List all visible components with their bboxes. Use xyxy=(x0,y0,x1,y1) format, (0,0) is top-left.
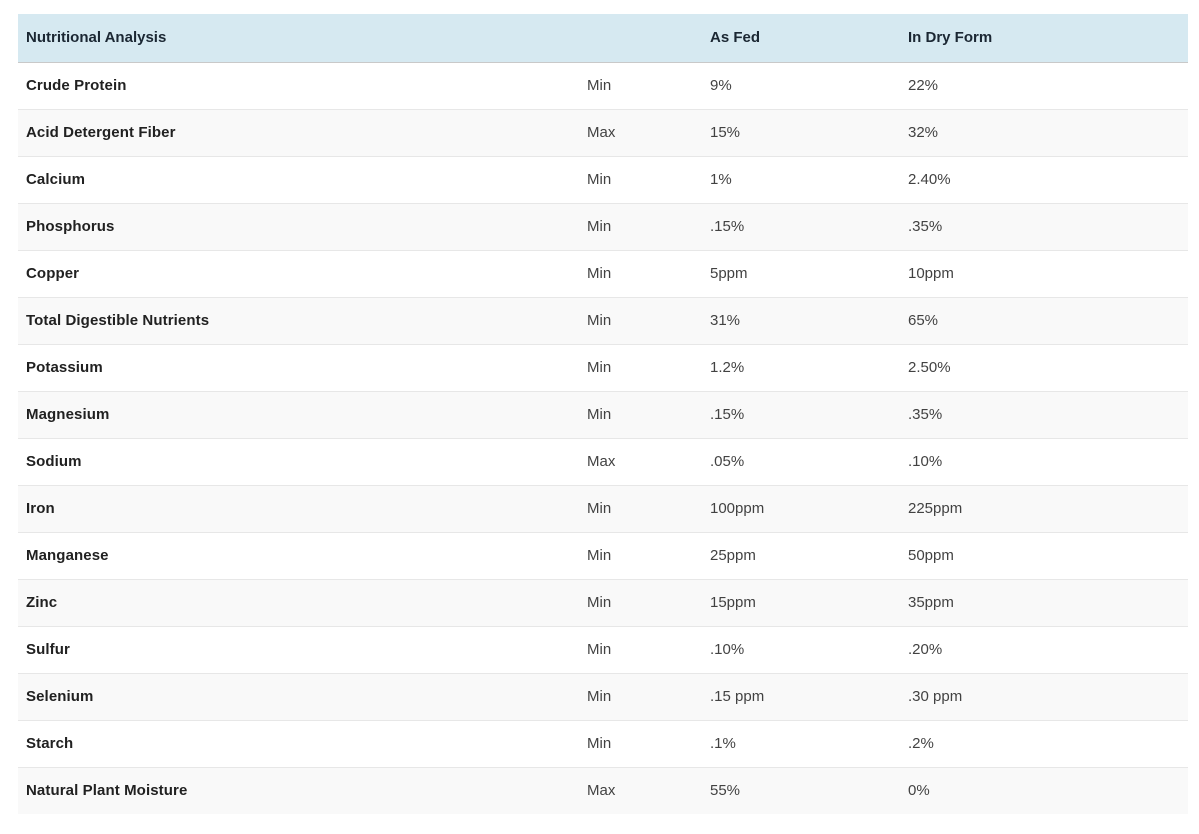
constraint-cell: Min xyxy=(587,406,612,423)
dry-form-value: .10% xyxy=(908,453,943,470)
constraint-cell: Min xyxy=(587,594,612,611)
as-fed-value: 31% xyxy=(710,312,741,329)
constraint-cell: Max xyxy=(587,782,616,800)
dry-form-value: .20% xyxy=(908,641,943,658)
table-row: Crude Protein Min 9% 22% xyxy=(18,62,1188,109)
as-fed-value: 25ppm xyxy=(710,547,756,564)
table-row: Potassium Min 1.2% 2.50% xyxy=(18,344,1188,391)
as-fed-value: .15% xyxy=(710,406,745,423)
constraint-cell: Min xyxy=(587,688,612,705)
constraint-cell: Min xyxy=(587,77,612,94)
constraint-cell: Min xyxy=(587,265,612,282)
nutrient-name: Starch xyxy=(26,735,74,752)
as-fed-value: 5ppm xyxy=(710,265,748,282)
table-row: Copper Min 5ppm 10ppm xyxy=(18,250,1188,297)
as-fed-value: 55% xyxy=(710,782,741,800)
nutrient-name: Sodium xyxy=(26,453,82,470)
constraint-cell: Min xyxy=(587,218,612,235)
as-fed-value: .15% xyxy=(710,218,745,235)
as-fed-value: .10% xyxy=(710,641,745,658)
nutrient-name: Natural Plant Moisture xyxy=(26,782,188,800)
nutrient-name: Zinc xyxy=(26,594,58,611)
nutrient-name: Crude Protein xyxy=(26,77,127,94)
nutrient-name: Magnesium xyxy=(26,406,110,423)
table-row: Sulfur Min .10% .20% xyxy=(18,626,1188,673)
nutrition-table: Nutritional Analysis As Fed In Dry Form … xyxy=(18,14,1188,814)
as-fed-value: .1% xyxy=(710,735,736,752)
table-row: Total Digestible Nutrients Min 31% 65% xyxy=(18,297,1188,344)
as-fed-value: 1% xyxy=(710,171,732,188)
nutrient-name: Selenium xyxy=(26,688,94,705)
as-fed-value: 15% xyxy=(710,124,741,141)
table-row: Sodium Max .05% .10% xyxy=(18,438,1188,485)
nutrient-name: Manganese xyxy=(26,547,109,564)
constraint-cell: Min xyxy=(587,171,612,188)
dry-form-value: 50ppm xyxy=(908,547,954,564)
table-body: Crude Protein Min 9% 22% Acid Detergent … xyxy=(18,62,1188,814)
nutrient-name: Total Digestible Nutrients xyxy=(26,312,210,329)
nutrient-name: Acid Detergent Fiber xyxy=(26,124,176,141)
table-row: Selenium Min .15 ppm .30 ppm xyxy=(18,673,1188,720)
nutrient-name: Calcium xyxy=(26,171,86,188)
constraint-cell: Max xyxy=(587,453,616,470)
nutrient-name: Phosphorus xyxy=(26,218,115,235)
dry-form-value: 225ppm xyxy=(908,500,963,517)
table-row: Phosphorus Min .15% .35% xyxy=(18,203,1188,250)
table-row: Acid Detergent Fiber Max 15% 32% xyxy=(18,109,1188,156)
nutrient-name: Potassium xyxy=(26,359,103,376)
as-fed-value: 100ppm xyxy=(710,500,765,517)
table-row: Manganese Min 25ppm 50ppm xyxy=(18,532,1188,579)
header-row: Nutritional Analysis As Fed In Dry Form xyxy=(18,14,1188,63)
dry-form-value: 0% xyxy=(908,782,930,800)
header-title: Nutritional Analysis xyxy=(18,14,579,63)
table-row: Natural Plant Moisture Max 55% 0% xyxy=(18,767,1188,814)
as-fed-value: .05% xyxy=(710,453,745,470)
col-header-as-fed: As Fed xyxy=(702,14,900,63)
table-row: Magnesium Min .15% .35% xyxy=(18,391,1188,438)
nutrient-name: Iron xyxy=(26,500,55,517)
constraint-cell: Max xyxy=(587,124,616,141)
col-header-in-dry-form: In Dry Form xyxy=(900,14,1188,63)
dry-form-value: 10ppm xyxy=(908,265,954,282)
constraint-cell: Min xyxy=(587,359,612,376)
nutrient-name: Copper xyxy=(26,265,80,282)
constraint-cell: Min xyxy=(587,500,612,517)
constraint-cell: Min xyxy=(587,735,612,752)
dry-form-value: .2% xyxy=(908,735,934,752)
constraint-cell: Min xyxy=(587,547,612,564)
as-fed-value: 1.2% xyxy=(710,359,745,376)
nutrition-table-container: Nutritional Analysis As Fed In Dry Form … xyxy=(18,14,1188,814)
nutrient-name: Sulfur xyxy=(26,641,70,658)
dry-form-value: .35% xyxy=(908,218,943,235)
dry-form-value: 2.50% xyxy=(908,359,951,376)
table-row: Calcium Min 1% 2.40% xyxy=(18,156,1188,203)
as-fed-value: 15ppm xyxy=(710,594,756,611)
dry-form-value: .30 ppm xyxy=(908,688,963,705)
table-row: Starch Min .1% .2% xyxy=(18,720,1188,767)
header-constraint-spacer xyxy=(579,14,702,63)
dry-form-value: .35% xyxy=(908,406,943,423)
constraint-cell: Min xyxy=(587,641,612,658)
table-row: Iron Min 100ppm 225ppm xyxy=(18,485,1188,532)
dry-form-value: 22% xyxy=(908,77,939,94)
as-fed-value: 9% xyxy=(710,77,732,94)
as-fed-value: .15 ppm xyxy=(710,688,765,705)
constraint-cell: Min xyxy=(587,312,612,329)
dry-form-value: 32% xyxy=(908,124,939,141)
dry-form-value: 35ppm xyxy=(908,594,954,611)
table-row: Zinc Min 15ppm 35ppm xyxy=(18,579,1188,626)
dry-form-value: 65% xyxy=(908,312,939,329)
dry-form-value: 2.40% xyxy=(908,171,951,188)
table-header: Nutritional Analysis As Fed In Dry Form xyxy=(18,14,1188,63)
